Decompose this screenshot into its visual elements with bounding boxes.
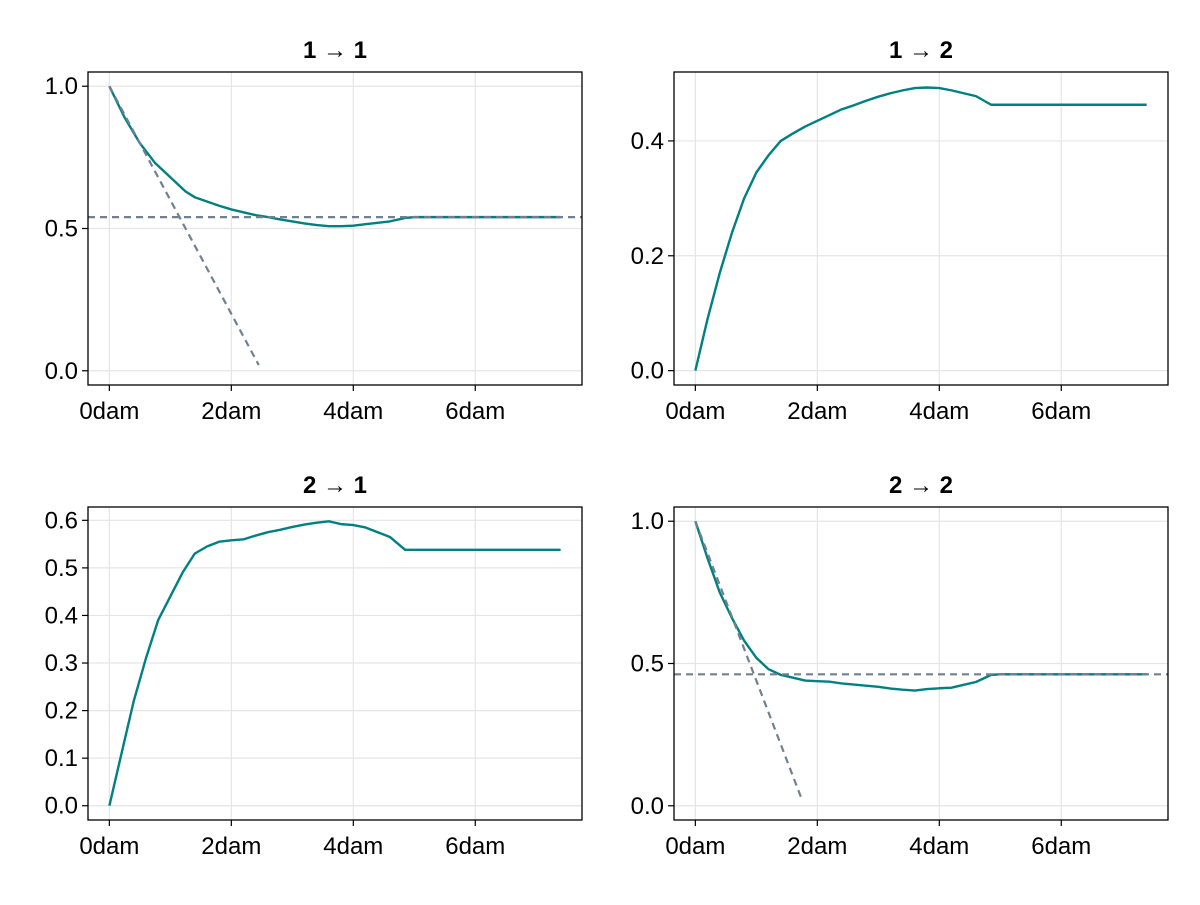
y-tick-label: 0.2 <box>45 698 78 725</box>
y-tick-label: 0.4 <box>631 128 664 155</box>
panel-2-1: 2 → 1 <box>303 472 367 499</box>
x-tick-label: 2dam <box>201 833 261 860</box>
x-tick-label: 6dam <box>1031 398 1091 425</box>
x-tick-label: 6dam <box>445 833 505 860</box>
x-tick-label: 2dam <box>787 398 847 425</box>
plot-area: 0dam 2dam 4dam 6dam 0.0 0.5 1.0 <box>631 506 1169 860</box>
y-tick-label: 1.0 <box>631 508 664 535</box>
x-tick-label: 2dam <box>787 833 847 860</box>
data-line <box>108 520 561 807</box>
series-group <box>108 520 561 807</box>
x-tick-label: 6dam <box>445 398 505 425</box>
y-tick-label: 0.5 <box>45 216 78 243</box>
y-tick-label: 0.6 <box>45 507 78 534</box>
panel-2-2: 2 → 2 <box>889 472 953 499</box>
x-tick-label: 4dam <box>323 833 383 860</box>
x-tick-label: 0dam <box>665 398 725 425</box>
panel-title: 1 → 2 <box>889 37 953 64</box>
x-tick-label: 4dam <box>909 398 969 425</box>
data-line <box>694 86 1147 371</box>
data-line <box>108 85 561 228</box>
x-tick-label: 0dam <box>665 833 725 860</box>
series-group <box>674 520 1168 801</box>
x-tick-label: 4dam <box>323 398 383 425</box>
plot-frame <box>673 71 1169 386</box>
y-tick-label: 0.2 <box>631 243 664 270</box>
panel-title: 1 → 1 <box>303 37 367 64</box>
y-tick-label: 0.5 <box>45 555 78 582</box>
panel-1-1: 1 → 1 <box>303 37 367 64</box>
plot-area: 0dam 2dam 4dam 6dam 0.0 0.1 0.2 0.3 0.4 0.5 0.6 <box>45 506 583 860</box>
plot-area: 0dam 2dam 4dam 6dam 0.0 0.2 0.4 <box>631 71 1169 425</box>
reference-line <box>108 85 260 366</box>
y-tick-label: 0.5 <box>631 651 664 678</box>
x-tick-label: 4dam <box>909 833 969 860</box>
series-group <box>88 85 582 366</box>
panel-1-2: 1 → 2 <box>889 37 953 64</box>
panel-title: 2 → 1 <box>303 472 367 499</box>
panel-title: 2 → 2 <box>889 472 953 499</box>
y-tick-label: 0.0 <box>45 793 78 820</box>
y-tick-label: 0.0 <box>45 358 78 385</box>
data-line <box>694 520 1147 692</box>
plot-area: 0dam 2dam 4dam 6dam 0.0 0.5 1.0 <box>45 71 583 425</box>
x-tick-label: 6dam <box>1031 833 1091 860</box>
y-tick-label: 0.0 <box>631 793 664 820</box>
series-group <box>694 86 1147 371</box>
x-tick-label: 0dam <box>79 833 139 860</box>
x-tick-label: 2dam <box>201 398 261 425</box>
y-tick-label: 1.0 <box>45 73 78 100</box>
y-tick-label: 0.4 <box>45 602 78 629</box>
y-tick-label: 0.0 <box>631 358 664 385</box>
y-tick-label: 0.3 <box>45 650 78 677</box>
x-tick-label: 0dam <box>79 398 139 425</box>
reference-line <box>694 520 804 801</box>
y-tick-label: 0.1 <box>45 745 78 772</box>
